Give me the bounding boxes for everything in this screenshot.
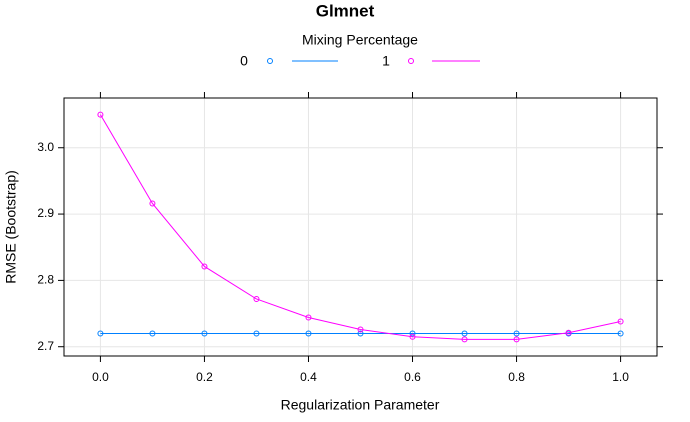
data-point xyxy=(617,330,624,337)
series-line xyxy=(99,114,621,340)
data-point xyxy=(357,326,364,333)
data-point xyxy=(461,330,468,337)
data-point xyxy=(149,200,156,207)
data-point xyxy=(149,330,156,337)
data-point xyxy=(201,263,208,270)
legend-title: Mixing Percentage xyxy=(302,32,418,48)
data-point xyxy=(97,111,104,118)
x-tick-label: 0.0 xyxy=(92,370,109,384)
y-tick-label: 2.9 xyxy=(37,206,54,220)
chart-title: Glmnet xyxy=(316,1,375,20)
data-point xyxy=(201,330,208,337)
data-point xyxy=(253,330,260,337)
x-tick-label: 0.4 xyxy=(300,370,317,384)
y-axis-label: RMSE (Bootstrap) xyxy=(3,170,19,284)
x-tick-label: 0.2 xyxy=(196,370,213,384)
data-point xyxy=(305,330,312,337)
data-point xyxy=(253,295,260,302)
x-tick-label: 0.6 xyxy=(404,370,421,384)
legend-label: 0 xyxy=(240,53,248,69)
x-axis-label: Regularization Parameter xyxy=(281,397,440,413)
data-point xyxy=(565,329,572,336)
data-point xyxy=(461,336,468,343)
data-point xyxy=(305,314,312,321)
x-tick-label: 0.8 xyxy=(508,370,525,384)
y-tick-label: 3.0 xyxy=(37,140,54,154)
y-tick-label: 2.8 xyxy=(37,273,54,287)
data-point xyxy=(513,330,520,337)
y-tick-label: 2.7 xyxy=(37,339,54,353)
plot-frame xyxy=(63,97,658,357)
legend-label: 1 xyxy=(382,53,390,69)
x-tick-label: 1.0 xyxy=(612,370,629,384)
data-point xyxy=(409,330,416,337)
data-point xyxy=(617,318,624,325)
legend-marker xyxy=(408,58,414,64)
data-point xyxy=(97,330,104,337)
data-point xyxy=(409,333,416,340)
legend-marker xyxy=(267,58,273,64)
data-point xyxy=(513,336,520,343)
data-point xyxy=(357,330,364,337)
